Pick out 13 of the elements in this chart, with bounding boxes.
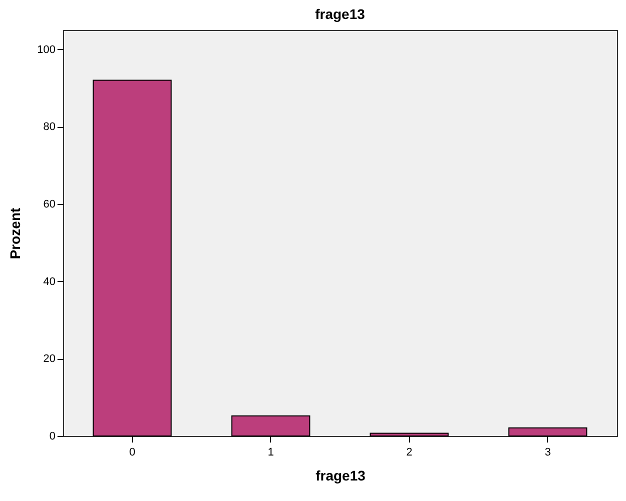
x-tick-label: 3 [544, 446, 551, 458]
chart-title: frage13 [315, 6, 366, 22]
x-tick-label: 1 [268, 446, 274, 458]
y-tick-label: 80 [43, 121, 56, 134]
x-tick-label: 0 [129, 446, 136, 458]
x-axis-title: frage13 [316, 468, 366, 484]
y-tick-label: 100 [37, 44, 56, 56]
y-tick-label: 40 [43, 276, 56, 288]
x-tick-label: 2 [406, 446, 412, 458]
y-tick-label: 20 [43, 353, 56, 366]
y-axis-title: Prozent [7, 207, 24, 260]
y-tick-label: 60 [43, 198, 56, 210]
y-tick-label: 0 [49, 430, 56, 442]
